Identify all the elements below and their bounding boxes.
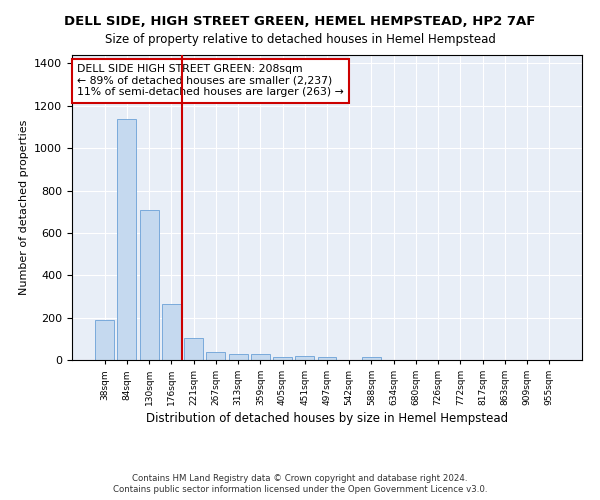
Bar: [229, 354, 248, 360]
Y-axis label: Number of detached properties: Number of detached properties: [19, 120, 29, 295]
Bar: [317, 358, 337, 360]
Text: Size of property relative to detached houses in Hemel Hempstead: Size of property relative to detached ho…: [104, 32, 496, 46]
Bar: [273, 358, 292, 360]
Bar: [95, 320, 114, 360]
Bar: [206, 352, 225, 360]
Bar: [162, 304, 181, 360]
Bar: [295, 356, 314, 360]
Bar: [118, 118, 136, 360]
Bar: [251, 354, 270, 360]
Text: DELL SIDE HIGH STREET GREEN: 208sqm
← 89% of detached houses are smaller (2,237): DELL SIDE HIGH STREET GREEN: 208sqm ← 89…: [77, 64, 344, 98]
Bar: [140, 210, 158, 360]
Bar: [362, 358, 381, 360]
Text: Contains HM Land Registry data © Crown copyright and database right 2024.
Contai: Contains HM Land Registry data © Crown c…: [113, 474, 487, 494]
Bar: [184, 338, 203, 360]
X-axis label: Distribution of detached houses by size in Hemel Hempstead: Distribution of detached houses by size …: [146, 412, 508, 426]
Text: DELL SIDE, HIGH STREET GREEN, HEMEL HEMPSTEAD, HP2 7AF: DELL SIDE, HIGH STREET GREEN, HEMEL HEMP…: [64, 15, 536, 28]
